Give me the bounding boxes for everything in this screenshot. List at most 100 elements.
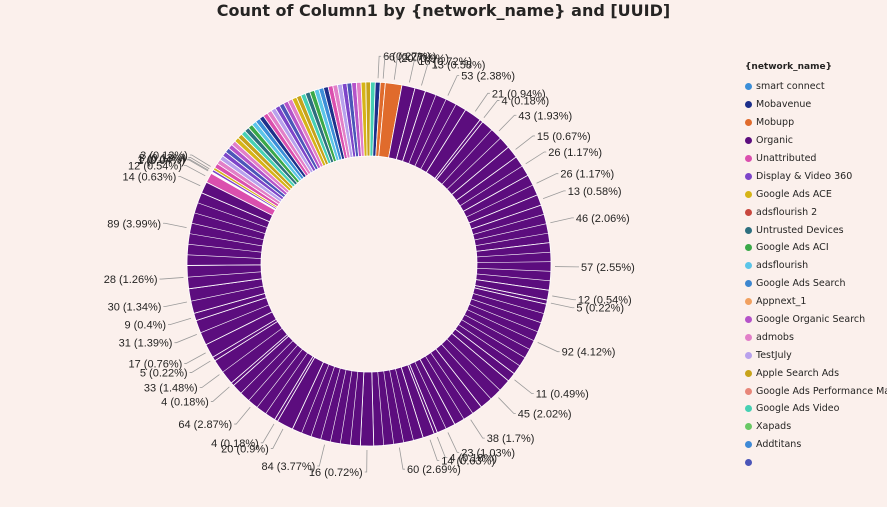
- leader-line: [537, 342, 560, 353]
- legend-item[interactable]: [745, 454, 885, 472]
- legend-item[interactable]: Google Ads ACE: [745, 185, 885, 203]
- slice-separator: [472, 214, 545, 235]
- data-label: 20 (0.9%): [401, 53, 449, 65]
- legend-item[interactable]: Mobavenue: [745, 96, 885, 114]
- legend-item[interactable]: adsflourish: [745, 257, 885, 275]
- legend-item[interactable]: Google Ads Performance Max: [745, 382, 887, 400]
- leader-line: [163, 301, 188, 307]
- legend-label: adsflourish 2: [756, 206, 818, 218]
- legend-marker: [745, 387, 752, 395]
- slice-separator: [476, 273, 551, 282]
- legend-item[interactable]: Mobupp: [745, 114, 885, 132]
- legend-title: {network_name}: [745, 62, 833, 72]
- leader-line: [210, 386, 230, 402]
- legend-marker: [745, 459, 752, 467]
- slice-separator: [459, 165, 523, 207]
- leader-line: [550, 302, 575, 309]
- leader-line: [525, 151, 547, 165]
- slice-separator: [256, 348, 303, 408]
- legend-item[interactable]: Appnext_1: [745, 293, 885, 311]
- leader-line: [447, 75, 460, 96]
- leader-line: [542, 190, 566, 199]
- legend-label: Xapads: [756, 421, 792, 433]
- slice-separator: [471, 298, 542, 324]
- leader-line: [552, 295, 576, 301]
- leader-line: [189, 360, 211, 373]
- data-label: 11 (0.49%): [536, 389, 589, 401]
- legend-marker: [745, 298, 752, 306]
- data-label: 30 (1.34%): [108, 302, 162, 314]
- data-label: 89 (3.99%): [107, 218, 161, 230]
- legend-item[interactable]: TestJuly: [745, 346, 885, 364]
- data-label: 33 (1.48%): [144, 383, 198, 395]
- legend-label: Apple Search Ads: [756, 367, 840, 379]
- leader-line: [536, 173, 559, 184]
- leader-line: [178, 176, 201, 187]
- legend-marker: [745, 172, 752, 180]
- leader-line: [429, 439, 440, 461]
- leader-line: [260, 423, 275, 444]
- legend-item[interactable]: Unattributed: [745, 150, 885, 168]
- legend-marker: [745, 316, 752, 324]
- data-label: 16 (0.72%): [418, 56, 472, 68]
- legend-label: Untrusted Devices: [756, 224, 844, 236]
- slice-separator: [414, 99, 447, 167]
- leader-line: [393, 57, 400, 80]
- data-label: 5 (0.22%): [576, 303, 624, 315]
- legend-marker: [745, 369, 752, 377]
- legend-item[interactable]: Apple Search Ads: [745, 364, 885, 382]
- legend-label: Google Ads ACE: [756, 188, 832, 200]
- slice-separator: [340, 370, 353, 444]
- data-label: 9 (0.4%): [124, 320, 166, 332]
- legend-marker: [745, 405, 752, 413]
- data-label: 15 (0.67%): [537, 131, 591, 143]
- slice-separator: [446, 137, 501, 190]
- legend-item[interactable]: admobs: [745, 328, 885, 346]
- data-label: 43 (1.93%): [518, 110, 572, 122]
- data-label: 23 (1.03%): [461, 447, 515, 459]
- leader-line: [515, 135, 535, 150]
- legend-label: Google Ads ACI: [756, 242, 829, 254]
- legend-item[interactable]: Google Organic Search: [745, 311, 885, 329]
- slice-separator: [469, 303, 538, 333]
- legend-label: Display & Video 360: [756, 170, 853, 182]
- slice-separator: [466, 184, 534, 218]
- leader-line: [174, 333, 197, 344]
- slice-separator: [446, 338, 501, 391]
- slice-separator: [188, 243, 262, 253]
- data-label: 53 (2.38%): [461, 71, 515, 83]
- legend-marker: [745, 351, 752, 359]
- legend-item[interactable]: Xapads: [745, 418, 885, 436]
- legend-label: Appnext_1: [756, 296, 807, 308]
- data-label: 13 (0.58%): [432, 59, 486, 71]
- legend-item[interactable]: adsflourish 2: [745, 203, 885, 221]
- legend-item[interactable]: Display & Video 360: [745, 167, 885, 185]
- leader-line: [187, 158, 209, 171]
- leader-line: [377, 55, 382, 79]
- legend-item[interactable]: Addtitans: [745, 436, 885, 454]
- slice-separator: [310, 366, 335, 437]
- legend-item[interactable]: smart connect: [745, 78, 885, 96]
- leader-line: [186, 159, 209, 172]
- legend-item[interactable]: Google Ads Search: [745, 275, 885, 293]
- slice-separator: [461, 319, 526, 358]
- legend-item[interactable]: Google Ads Video: [745, 400, 885, 418]
- data-label: 38 (1.7%): [487, 433, 535, 445]
- leader-line: [168, 317, 192, 326]
- slice-separator: [476, 261, 551, 263]
- legend-marker: [745, 155, 752, 162]
- slice-separator: [420, 104, 457, 170]
- leader-line: [474, 92, 490, 112]
- legend-item[interactable]: Untrusted Devices: [745, 221, 885, 239]
- legend-item[interactable]: Google Ads ACI: [745, 239, 885, 257]
- data-label: 28 (1.26%): [104, 274, 158, 286]
- slice-separator: [430, 352, 474, 414]
- slice-separator: [389, 369, 404, 443]
- leader-line: [317, 444, 325, 467]
- legend-marker: [745, 208, 752, 216]
- data-label: 31 (1.39%): [119, 338, 173, 350]
- legend-item[interactable]: Organic: [745, 132, 885, 150]
- slice-separator: [194, 212, 266, 234]
- donut-slice[interactable]: [212, 167, 278, 209]
